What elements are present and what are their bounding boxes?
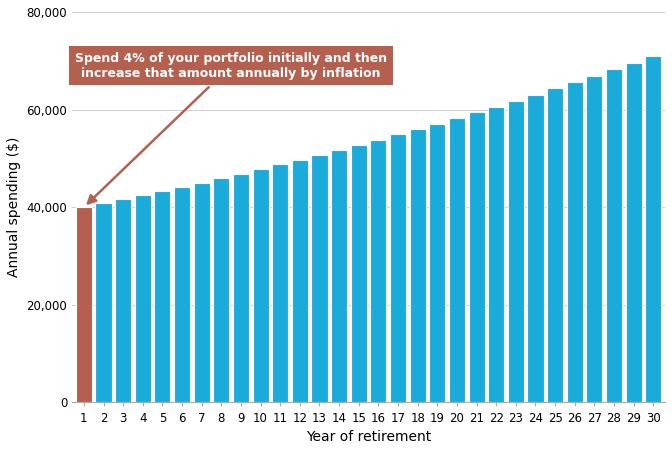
Bar <box>626 63 642 402</box>
Bar <box>272 165 288 402</box>
Bar <box>115 199 131 402</box>
Bar <box>468 112 485 402</box>
Bar <box>587 76 602 402</box>
Bar <box>292 160 308 402</box>
Bar <box>135 195 151 402</box>
Bar <box>213 178 229 402</box>
Text: Spend 4% of your portfolio initially and then
increase that amount annually by i: Spend 4% of your portfolio initially and… <box>75 52 387 203</box>
Bar <box>606 69 622 402</box>
Bar <box>233 174 249 402</box>
Bar <box>76 207 92 402</box>
Bar <box>95 203 112 402</box>
Bar <box>155 191 171 402</box>
Bar <box>311 155 327 402</box>
Bar <box>528 95 544 402</box>
Bar <box>645 56 661 402</box>
Bar <box>429 124 446 402</box>
Bar <box>174 187 190 402</box>
Bar <box>390 134 406 402</box>
Bar <box>370 140 386 402</box>
Bar <box>566 82 583 402</box>
Bar <box>449 118 465 402</box>
Bar <box>508 101 524 402</box>
X-axis label: Year of retirement: Year of retirement <box>306 430 431 444</box>
Bar <box>488 106 504 402</box>
Bar <box>351 145 367 402</box>
Bar <box>253 169 269 402</box>
Bar <box>194 183 210 402</box>
Bar <box>410 129 426 402</box>
Bar <box>331 150 347 402</box>
Y-axis label: Annual spending ($): Annual spending ($) <box>7 137 21 277</box>
Bar <box>547 88 563 402</box>
